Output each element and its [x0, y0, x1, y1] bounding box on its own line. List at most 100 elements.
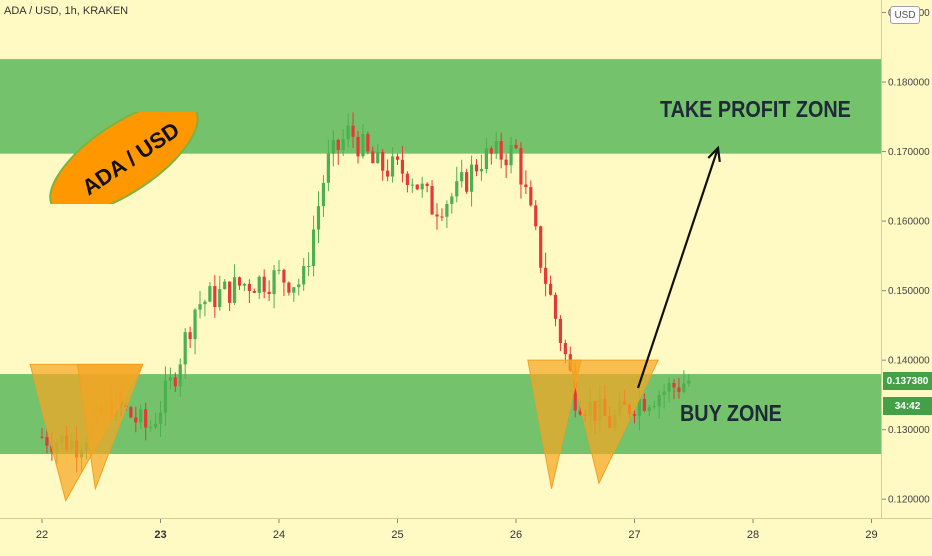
candle-body-86: [465, 172, 469, 192]
candle-body-41: [242, 283, 247, 286]
candle-body-51: [292, 287, 296, 293]
candle-body-97: [519, 148, 523, 185]
projection-arrow-line: [636, 147, 720, 389]
candle-body-108: [573, 370, 577, 411]
candle-body-123: [647, 407, 651, 411]
candle-body-92: [494, 140, 498, 154]
pattern-triangle-3: [568, 359, 659, 485]
candle-body-26: [168, 377, 172, 381]
buy-zone-label: BUY ZONE: [680, 400, 782, 426]
candle-body-102: [544, 267, 548, 284]
currency-button[interactable]: USD: [890, 6, 920, 24]
candle-body-125: [657, 394, 661, 407]
candle-body-105: [558, 318, 563, 343]
candle-body-63: [351, 125, 355, 137]
candle-body-23: [153, 423, 158, 428]
countdown-tag: 34:42: [883, 397, 932, 415]
pattern-triangle-1: [76, 363, 144, 491]
candle-body-1: [45, 436, 49, 446]
price-tick-label-6: 0.130000: [888, 425, 930, 436]
candle-body-68: [376, 151, 380, 164]
candle-body-52: [297, 284, 301, 288]
candle-body-33: [203, 301, 207, 305]
time-axis[interactable]: 22 23 24 25 26 27 28 29: [0, 518, 932, 551]
time-axis-ticks: 22 23 24 25 26 27 28 29: [36, 519, 878, 541]
candle-body-32: [198, 304, 202, 310]
candle-body-42: [247, 283, 251, 291]
price-axis-ticks: 0.1900000.1800000.1700000.1600000.150000…: [882, 8, 930, 506]
candle-body-93: [499, 140, 503, 160]
candle-body-103: [548, 283, 553, 295]
candle-body-120: [632, 414, 637, 416]
candle-body-18: [129, 407, 133, 418]
candle-body-128: [672, 382, 676, 388]
candle-body-38: [228, 281, 232, 303]
candle-body-130: [682, 383, 686, 392]
candle-body-37: [223, 281, 227, 290]
candle-body-84: [455, 181, 459, 197]
candle-body-40: [237, 277, 242, 286]
projection-arrow-head: [707, 145, 721, 163]
candle-body-71: [390, 156, 395, 177]
price-tick-label-4: 0.150000: [888, 286, 930, 297]
candle-body-30: [188, 332, 192, 340]
candle-body-70: [386, 170, 390, 177]
candle-body-35: [213, 286, 217, 308]
price-tick-label-5: 0.140000: [888, 356, 930, 367]
arrow-layer: [636, 145, 721, 389]
candle-body-77: [420, 183, 424, 190]
price-tick-label-1: 0.180000: [888, 78, 930, 89]
candle-body-121: [637, 398, 642, 416]
candle-body-81: [440, 216, 444, 218]
candle-body-31: [193, 309, 197, 340]
candle-body-21: [144, 409, 148, 428]
candle-body-46: [267, 291, 271, 295]
candle-body-65: [361, 134, 365, 157]
price-axis[interactable]: 0.1900000.1800000.1700000.1600000.150000…: [881, 0, 932, 518]
candle-body-25: [163, 380, 168, 413]
candle-body-83: [450, 196, 454, 204]
candle-body-91: [489, 148, 493, 154]
candle-body-66: [366, 134, 370, 152]
candle-body-131: [687, 380, 691, 384]
candle-body-79: [430, 185, 434, 215]
candle-body-20: [139, 409, 143, 423]
candle-body-122: [642, 398, 646, 411]
candle-body-69: [381, 151, 385, 171]
candle-body-48: [277, 269, 281, 271]
candle-body-90: [484, 148, 488, 169]
candle-body-19: [134, 417, 138, 423]
price-tick-label-2: 0.170000: [888, 147, 930, 158]
take-profit-zone-label: TAKE PROFIT ZONE: [660, 96, 851, 122]
candle-body-95: [509, 144, 513, 166]
candle-body-61: [341, 139, 345, 150]
candle-body-50: [287, 282, 291, 293]
pattern-triangle-2: [527, 359, 582, 489]
candle-body-89: [479, 168, 484, 172]
candle-body-45: [262, 276, 266, 292]
candle-body-64: [356, 136, 360, 157]
candle-body-124: [652, 406, 656, 408]
candle-body-98: [524, 184, 528, 188]
candle-body-62: [346, 125, 350, 140]
symbol-label: ADA / USD, 1h, KRAKEN: [4, 5, 129, 17]
candle-body-73: [400, 159, 405, 174]
candle-body-104: [553, 294, 558, 319]
price-tick-label-7: 0.120000: [888, 495, 930, 506]
candle-body-36: [218, 289, 222, 308]
candle-body-96: [514, 144, 518, 149]
candle-body-80: [435, 214, 439, 217]
date-tick-label-1: 23: [154, 529, 166, 541]
candle-body-88: [474, 164, 479, 172]
candle-body-59: [331, 140, 335, 154]
candle-body-78: [425, 183, 429, 186]
candle-body-53: [302, 266, 306, 285]
candle-body-129: [677, 387, 681, 392]
date-tick-label-2: 24: [273, 529, 285, 541]
candle-body-28: [178, 364, 182, 387]
candle-body-49: [282, 269, 286, 283]
candle-body-99: [529, 187, 533, 206]
candle-body-29: [183, 332, 187, 365]
date-tick-label-4: 26: [510, 529, 522, 541]
